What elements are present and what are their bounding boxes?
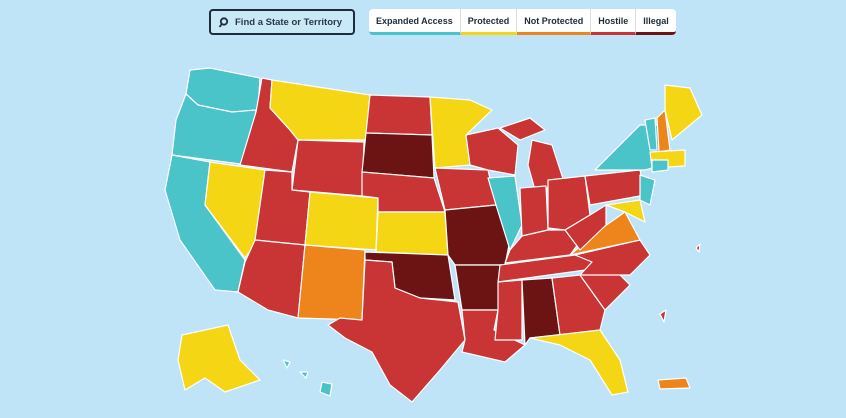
state[interactable] (365, 94, 433, 136)
legend-button[interactable]: Expanded Access (369, 9, 461, 35)
search-icon (218, 16, 229, 28)
search-placeholder: Find a State or Territory (235, 16, 342, 28)
state[interactable] (657, 377, 691, 390)
legend-button[interactable]: Not Protected (517, 9, 592, 35)
state[interactable] (695, 243, 701, 253)
state[interactable] (664, 84, 703, 141)
state[interactable] (519, 185, 549, 237)
state[interactable] (659, 309, 667, 323)
state[interactable] (465, 127, 519, 176)
state[interactable] (639, 174, 656, 206)
state[interactable] (529, 329, 629, 396)
state[interactable] (375, 211, 449, 256)
state[interactable] (644, 117, 658, 151)
state[interactable] (291, 139, 365, 197)
state[interactable] (651, 159, 669, 173)
state[interactable] (605, 199, 646, 223)
state[interactable] (499, 117, 546, 141)
search-box[interactable]: Find a State or Territory (209, 9, 355, 35)
legend-button[interactable]: Protected (460, 9, 518, 35)
state[interactable] (361, 132, 435, 179)
legend-button[interactable]: Illegal (636, 9, 676, 35)
state[interactable] (487, 175, 523, 251)
legend: Expanded Access Protected Not Protected Hos… (369, 9, 676, 35)
state[interactable] (319, 381, 333, 397)
state[interactable] (327, 259, 466, 403)
state[interactable] (177, 324, 261, 393)
state[interactable] (434, 167, 497, 211)
state[interactable] (282, 359, 291, 369)
state[interactable] (656, 109, 671, 153)
state[interactable] (297, 244, 366, 321)
state[interactable] (564, 204, 607, 251)
state[interactable] (304, 191, 379, 251)
state[interactable] (299, 371, 309, 379)
state[interactable] (494, 279, 523, 341)
legend-button[interactable]: Hostile (591, 9, 637, 35)
state[interactable] (584, 169, 646, 206)
state[interactable] (551, 274, 606, 336)
